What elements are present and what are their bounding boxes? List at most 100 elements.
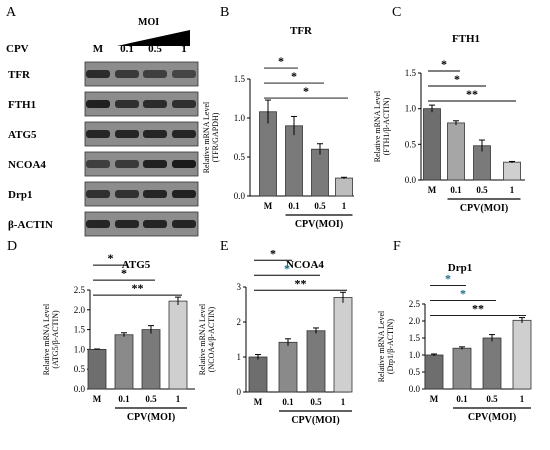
significance-star: *	[441, 57, 447, 71]
significance-star: **	[472, 302, 484, 316]
x-tick-label: 0.5	[310, 397, 322, 407]
x-tick-label: 0.1	[456, 394, 468, 404]
chart-panel-f: F Drp1 Relative mRNA Level (Drp1/β-ACTIN) 0.…	[377, 239, 532, 423]
blot-label: Drp1	[8, 189, 32, 201]
lane-label: 1	[181, 43, 187, 55]
y-tick-label: 1.5	[74, 325, 86, 335]
blot-label: NCOA4	[8, 159, 46, 171]
bar-M	[424, 354, 444, 390]
blot-band	[86, 160, 110, 168]
bar-0.5	[306, 330, 326, 393]
chart-title: FTH1	[452, 33, 480, 45]
bar-1	[512, 319, 532, 390]
y-tick-label: 2.0	[409, 316, 421, 326]
blot-band	[115, 190, 139, 198]
blot-band	[115, 130, 139, 138]
western-blot-panel: A CPV MOI M 0.1 0.5 1 TFR FTH1 ATG5 NCOA4 Drp1 β…	[6, 5, 199, 237]
bar-0.5	[482, 337, 502, 390]
x-tick-label: 0.5	[486, 394, 498, 404]
blot-band	[172, 130, 196, 138]
moi-gradient-wedge	[117, 30, 190, 46]
lane-label: 0.1	[120, 43, 134, 55]
x-tick-label: 1	[520, 394, 525, 404]
blot-band	[115, 160, 139, 168]
y-tick-label: 1.5	[405, 68, 417, 78]
chart-title: NCOA4	[286, 259, 324, 271]
bar-M	[87, 348, 107, 390]
blot-band	[143, 190, 167, 198]
y-tick-label: 2.0	[74, 305, 86, 315]
y-tick-label: 1	[237, 352, 242, 362]
blot-strips: TFR FTH1 ATG5 NCOA4 Drp1 β-ACTIN	[8, 61, 199, 237]
x-tick-label: 0.1	[118, 394, 130, 404]
x-tick-label: 0.1	[282, 397, 294, 407]
significance-star: *	[270, 246, 276, 260]
x-axis-label: CPV(MOI)	[460, 203, 508, 214]
chart-panel-e: E NCOA4 Relative mRNA Level (NCOA4/β-ACTIN)…	[198, 239, 353, 426]
bar-0.1	[452, 347, 472, 390]
chart-title: ATG5	[122, 259, 151, 271]
bar-0.1	[278, 341, 298, 393]
lane-label: M	[93, 43, 104, 55]
blot-band	[86, 220, 110, 228]
blot-band	[172, 100, 196, 108]
y-tick-label: 2.5	[74, 285, 86, 295]
y-tick-label: 0.0	[405, 175, 417, 185]
significance-star: **	[466, 87, 478, 101]
x-tick-label: 1	[342, 201, 347, 211]
blot-band	[143, 70, 167, 78]
cpv-label: CPV	[6, 43, 29, 55]
bar-0.5	[311, 148, 329, 197]
x-tick-label: M	[428, 185, 437, 195]
y-tick-label: 0.0	[74, 384, 86, 394]
panel-letter: C	[392, 5, 401, 20]
bar-1	[335, 177, 353, 197]
y-tick-label: 0.0	[234, 191, 246, 201]
y-tick-label: 2.5	[409, 299, 421, 309]
blot-band	[115, 70, 139, 78]
blot-band	[115, 220, 139, 228]
significance-star: *	[278, 54, 284, 68]
panel-letter: E	[220, 239, 229, 254]
bar-1	[503, 161, 521, 181]
bar-M	[248, 356, 268, 393]
blot-label: ATG5	[8, 129, 37, 141]
y-axis-label: (FTH1/β-ACTIN)	[382, 97, 391, 155]
y-axis-label: Relative mRNA Level	[198, 303, 207, 375]
panel-letter: D	[7, 239, 17, 254]
bar-M	[423, 108, 441, 181]
y-axis-label: Relative mRNA Level	[42, 303, 51, 375]
blot-label: β-ACTIN	[8, 219, 53, 231]
y-axis-label: (NCOA4/β-ACTIN)	[207, 306, 216, 372]
bar-1	[333, 297, 353, 393]
chart-panel-d: D ATG5 Relative mRNA Level (ATG5/β-ACTIN) 0.…	[7, 239, 195, 423]
x-tick-label: 0.5	[314, 201, 326, 211]
x-tick-label: 1	[341, 397, 346, 407]
x-axis-label: CPV(MOI)	[468, 412, 516, 423]
significance-star: *	[460, 287, 466, 301]
blot-band	[86, 70, 110, 78]
blot-band	[86, 130, 110, 138]
x-tick-label: M	[254, 397, 263, 407]
blot-band	[143, 160, 167, 168]
significance-star: *	[303, 84, 309, 98]
y-tick-label: 0.0	[409, 384, 421, 394]
blot-band	[172, 160, 196, 168]
chart-panel-c: C FTH1 Relative mRNA Level (FTH1/β-ACTIN) 0.…	[373, 5, 525, 214]
chart-title: Drp1	[448, 262, 472, 274]
y-axis-label: Relative mRNA Level	[202, 101, 211, 173]
significance-star: **	[295, 276, 307, 290]
bar-1	[168, 300, 188, 390]
y-axis-label: (Drp1/β-ACTIN)	[386, 319, 395, 375]
moi-label: MOI	[138, 17, 159, 28]
y-axis-label: Relative mRNA Level	[377, 310, 386, 382]
x-tick-label: M	[93, 394, 102, 404]
x-tick-label: M	[264, 201, 273, 211]
x-tick-label: 0.5	[145, 394, 157, 404]
y-tick-label: 2	[237, 317, 242, 327]
blot-band	[172, 190, 196, 198]
y-tick-label: 1.5	[409, 333, 421, 343]
blot-band	[143, 220, 167, 228]
x-axis-label: CPV(MOI)	[127, 412, 175, 423]
